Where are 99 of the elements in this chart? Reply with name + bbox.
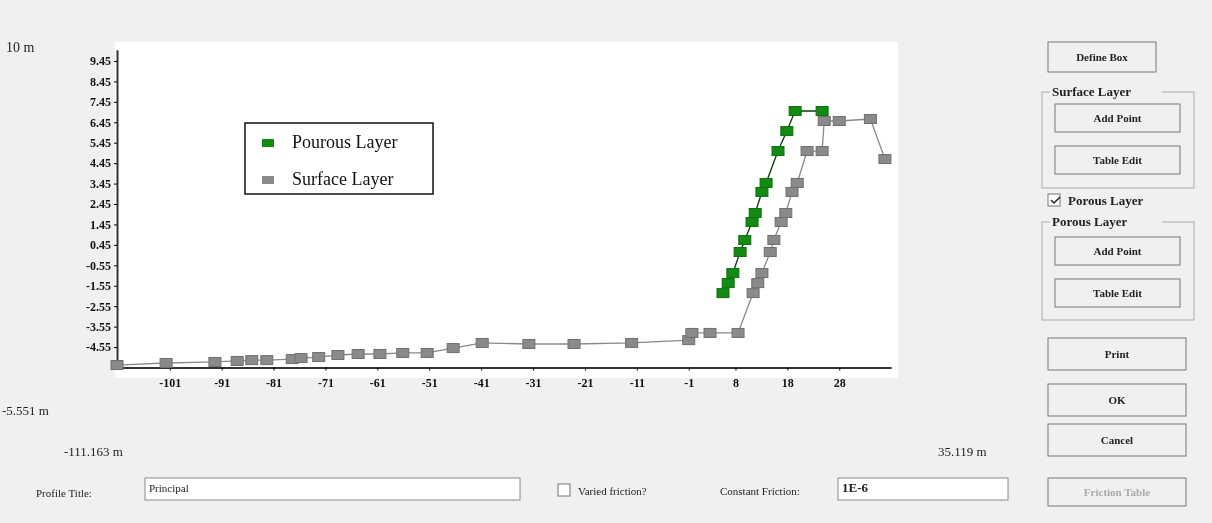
x-tick-label: 18 xyxy=(781,375,794,390)
y-tick-label: -2.55 xyxy=(86,299,111,314)
point xyxy=(755,186,769,197)
y-tick-label: -3.55 xyxy=(86,319,111,334)
point xyxy=(721,278,735,289)
point xyxy=(625,337,639,348)
point xyxy=(159,357,173,368)
checkbox: Varied friction? xyxy=(557,483,647,497)
point xyxy=(738,234,752,245)
point xyxy=(878,154,892,165)
button: OK xyxy=(1047,383,1187,417)
point xyxy=(763,247,777,258)
point xyxy=(567,338,581,349)
y-tick-label: 7.45 xyxy=(90,95,111,110)
point xyxy=(779,207,793,218)
y-tick-label: -0.55 xyxy=(86,258,111,273)
point xyxy=(208,356,222,367)
point xyxy=(863,113,877,124)
x-tick-label: 28 xyxy=(833,375,846,390)
x-tick-label: -11 xyxy=(629,375,646,390)
point xyxy=(751,278,765,289)
y-tick-label: 6.45 xyxy=(90,115,111,130)
point xyxy=(446,343,460,354)
point xyxy=(373,348,387,359)
point xyxy=(396,347,410,358)
button: Add Point xyxy=(1054,236,1181,266)
point xyxy=(815,106,829,117)
label: Profile Title: xyxy=(36,487,92,499)
button: Add Point xyxy=(1054,103,1181,133)
point xyxy=(832,116,846,127)
button: Define Box xyxy=(1047,41,1157,73)
point xyxy=(748,207,762,218)
point xyxy=(294,353,308,364)
y-tick-label: 8.45 xyxy=(90,74,111,89)
point xyxy=(351,348,365,359)
point xyxy=(260,355,274,366)
point xyxy=(817,116,831,127)
x-tick-label: -51 xyxy=(421,375,438,390)
point xyxy=(815,146,829,157)
x-tick-label: -21 xyxy=(577,375,594,390)
point xyxy=(755,268,769,279)
text-field: 1E-6 xyxy=(837,477,1009,501)
y-tick-label: 1.45 xyxy=(90,217,111,232)
y-tick-label: 2.45 xyxy=(90,197,111,212)
button: Cancel xyxy=(1047,423,1187,457)
point xyxy=(420,347,434,358)
button: Table Edit xyxy=(1054,278,1181,308)
label: -5.551 m xyxy=(2,403,49,418)
point xyxy=(703,327,717,338)
point xyxy=(331,350,345,361)
label: 10 m xyxy=(6,40,35,55)
point xyxy=(788,106,802,117)
y-tick-label: 5.45 xyxy=(90,136,111,151)
button: Print xyxy=(1047,337,1187,371)
text-field: Principal xyxy=(144,477,521,501)
point xyxy=(731,327,745,338)
label: -111.163 m xyxy=(64,444,123,459)
checkbox: Porous Layer xyxy=(1047,193,1144,208)
point xyxy=(800,146,814,157)
label: Constant Friction: xyxy=(720,485,800,497)
label: 35.119 m xyxy=(938,444,987,459)
point xyxy=(759,177,773,188)
button: Friction Table xyxy=(1047,477,1187,507)
legend-label: Surface Layer xyxy=(292,169,394,189)
point xyxy=(716,288,730,299)
legend-label: Pourous Layer xyxy=(292,132,398,152)
y-tick-label: 4.45 xyxy=(90,156,111,171)
x-tick-label: -71 xyxy=(317,375,334,390)
y-tick-label: -1.55 xyxy=(86,279,111,294)
point xyxy=(733,247,747,258)
point xyxy=(230,355,244,366)
point xyxy=(245,355,259,366)
point xyxy=(774,216,788,227)
x-tick-label: -101 xyxy=(159,375,182,390)
point xyxy=(767,234,781,245)
point xyxy=(685,327,699,338)
x-tick-label: -61 xyxy=(369,375,386,390)
x-tick-label: -81 xyxy=(266,375,283,390)
point xyxy=(780,126,794,137)
x-tick-label: -91 xyxy=(214,375,231,390)
point xyxy=(522,338,536,349)
x-tick-label: -31 xyxy=(525,375,542,390)
point xyxy=(790,177,804,188)
point xyxy=(312,352,326,363)
point xyxy=(745,216,759,227)
point xyxy=(785,186,799,197)
point xyxy=(110,360,124,371)
y-tick-label: 3.45 xyxy=(90,176,111,191)
x-tick-label: 8 xyxy=(732,375,739,390)
x-tick-label: -41 xyxy=(473,375,490,390)
point xyxy=(475,337,489,348)
point xyxy=(726,268,740,279)
button: Table Edit xyxy=(1054,145,1181,175)
point xyxy=(771,146,785,157)
y-tick-label: 9.45 xyxy=(90,54,111,69)
point xyxy=(746,288,760,299)
y-tick-label: 0.45 xyxy=(90,238,111,253)
y-tick-label: -4.55 xyxy=(86,340,111,355)
x-tick-label: -1 xyxy=(684,375,695,390)
